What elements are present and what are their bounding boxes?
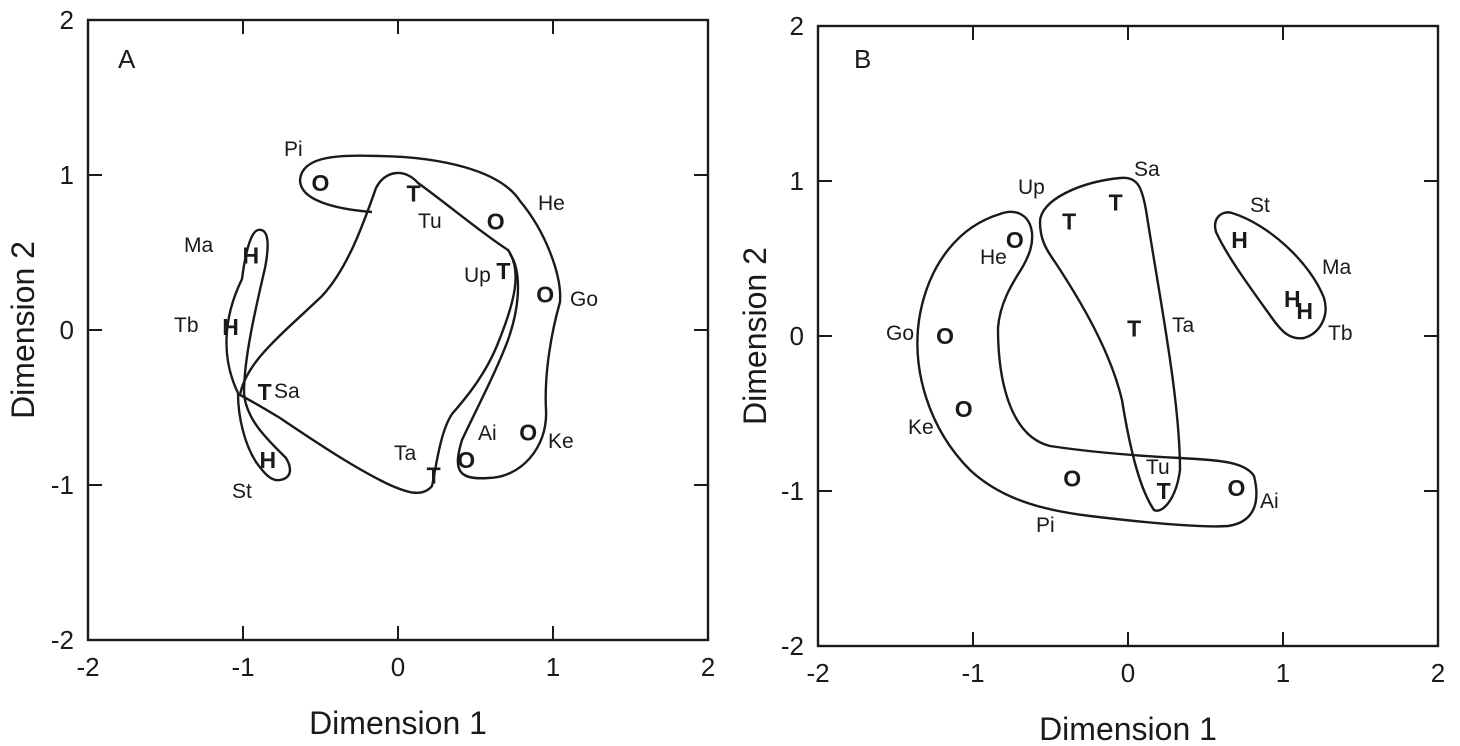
data-point: O <box>487 209 505 235</box>
panel-a-point-labels: Pi Tu He Up Go Ma Tb Sa St Ta Ai Ke <box>174 138 598 503</box>
panel-b: B Dimension 1 Dimension 2 -2 -1 0 1 2 -2 -1 0 1 2… <box>737 11 1445 746</box>
data-point: T <box>496 258 510 284</box>
data-point: H <box>222 314 239 340</box>
data-point: O <box>536 281 554 307</box>
x-tick-label: 1 <box>546 652 560 682</box>
panel-b-y-axis-title: Dimension 2 <box>737 247 773 425</box>
panel-b-ticks <box>817 25 1439 647</box>
data-point: T <box>1157 478 1171 504</box>
point-label: St <box>232 480 252 503</box>
x-tick-label: 0 <box>391 652 405 682</box>
point-label: He <box>538 192 565 215</box>
data-point: T <box>1127 315 1141 341</box>
point-label: Tb <box>174 314 199 337</box>
panel-a: A Dimension 1 Dimension 2 -2 -1 0 1 2 -2 -1 0 1 2… <box>5 5 715 741</box>
point-label: Tu <box>418 210 442 233</box>
data-point: O <box>1006 227 1024 253</box>
data-point: H <box>1296 298 1313 324</box>
x-tick-label: 1 <box>1276 658 1290 688</box>
x-tick-label: 2 <box>1431 658 1445 688</box>
y-tick-label: -1 <box>51 470 74 500</box>
x-tick-label: -2 <box>806 658 829 688</box>
panel-a-tick-labels: -2 -1 0 1 2 -2 -1 0 1 2 <box>51 5 715 682</box>
x-tick-label: 0 <box>1121 658 1135 688</box>
panel-a-y-axis-title: Dimension 2 <box>5 241 41 419</box>
panel-a-x-axis-title: Dimension 1 <box>309 705 487 741</box>
panel-b-point-labels: Sa Up He St Ma Tb Ta Go Ke Tu Ai Pi <box>886 158 1353 537</box>
point-label: Tu <box>1146 456 1170 479</box>
point-label: Ke <box>548 430 574 453</box>
point-label: Tb <box>1328 322 1353 345</box>
data-point: T <box>258 379 272 405</box>
panel-b-x-axis-title: Dimension 1 <box>1039 711 1217 746</box>
data-point: O <box>936 323 954 349</box>
data-point: H <box>242 243 259 269</box>
point-label: Pi <box>1036 514 1055 537</box>
point-label: Ai <box>1260 490 1279 513</box>
panel-b-cluster-t-group <box>1038 176 1182 512</box>
y-tick-label: -2 <box>781 631 804 661</box>
x-tick-label: -1 <box>231 652 254 682</box>
point-label: He <box>980 246 1007 269</box>
point-label: Pi <box>284 138 303 161</box>
data-point: T <box>1109 190 1123 216</box>
y-tick-label: 1 <box>790 166 804 196</box>
panel-a-cluster-t-group <box>238 171 517 495</box>
panel-b-label: B <box>854 44 871 74</box>
data-point: O <box>1063 466 1081 492</box>
point-label: Up <box>464 264 491 287</box>
y-tick-label: -2 <box>51 625 74 655</box>
point-label: Ta <box>394 442 417 465</box>
data-point: O <box>312 170 330 196</box>
y-tick-label: -1 <box>781 476 804 506</box>
point-label: Ke <box>908 416 934 439</box>
panel-b-tick-labels: -2 -1 0 1 2 -2 -1 0 1 2 <box>781 11 1445 688</box>
data-point: T <box>406 181 420 207</box>
data-point: H <box>1231 227 1248 253</box>
data-point: O <box>1228 475 1246 501</box>
point-label: Ma <box>1322 256 1351 279</box>
point-label: Go <box>886 322 914 345</box>
y-tick-label: 0 <box>790 321 804 351</box>
panel-a-label: A <box>118 44 136 74</box>
panel-a-ticks <box>87 19 709 641</box>
panel-b-cluster-o-group <box>916 210 1258 528</box>
y-tick-label: 2 <box>60 5 74 35</box>
x-tick-label: 2 <box>701 652 715 682</box>
data-point: T <box>1062 208 1076 234</box>
point-label: Ta <box>1172 314 1195 337</box>
panel-a-cluster-o-group <box>298 154 562 480</box>
point-label: St <box>1250 194 1270 217</box>
data-point: H <box>1284 286 1301 312</box>
data-point: H <box>259 447 276 473</box>
x-tick-label: -2 <box>76 652 99 682</box>
data-point: O <box>519 419 537 445</box>
data-point: O <box>955 396 973 422</box>
point-label: Sa <box>274 380 300 403</box>
panel-b-cluster-h-group <box>1213 211 1327 340</box>
data-point: T <box>427 463 441 489</box>
point-label: Up <box>1018 176 1045 199</box>
y-tick-label: 2 <box>790 11 804 41</box>
point-label: Sa <box>1134 158 1160 181</box>
y-tick-label: 0 <box>60 315 74 345</box>
y-tick-label: 1 <box>60 160 74 190</box>
x-tick-label: -1 <box>961 658 984 688</box>
point-label: Ma <box>184 234 213 257</box>
point-label: Go <box>570 288 598 311</box>
data-point: O <box>457 447 475 473</box>
point-label: Ai <box>478 422 497 445</box>
